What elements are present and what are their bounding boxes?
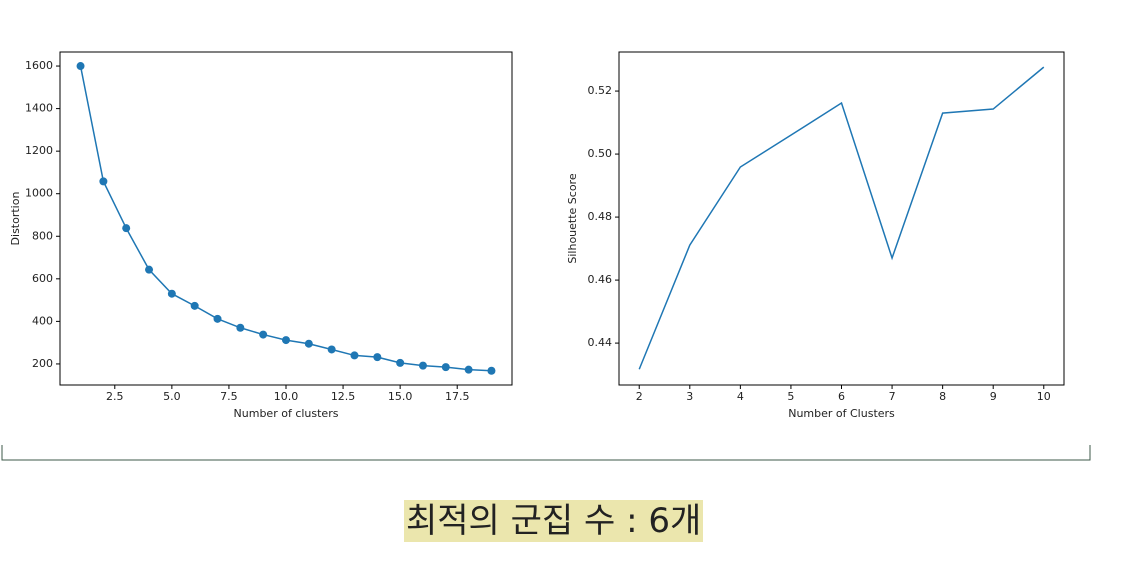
y-tick-label: 0.48 [588, 210, 613, 223]
data-point [464, 365, 473, 374]
data-point [350, 351, 359, 360]
data-point [213, 314, 222, 323]
data-point [418, 361, 427, 370]
y-tick-label: 0.44 [588, 336, 613, 349]
x-tick-label: 12.5 [331, 390, 356, 403]
x-tick-label: 2.5 [106, 390, 124, 403]
y-tick-label: 0.50 [588, 147, 613, 160]
data-point [76, 62, 85, 71]
x-tick-label: 7.5 [220, 390, 238, 403]
y-tick-label: 0.46 [588, 273, 613, 286]
y-tick-label: 200 [32, 357, 53, 370]
x-tick-label: 10.0 [274, 390, 299, 403]
data-point [441, 363, 450, 372]
y-tick-label: 1000 [25, 187, 53, 200]
x-tick-label: 4 [737, 390, 744, 403]
data-point [236, 323, 245, 332]
x-tick-label: 10 [1037, 390, 1051, 403]
y-axis-label: Silhouette Score [566, 173, 579, 263]
x-tick-label: 9 [990, 390, 997, 403]
x-tick-label: 17.5 [445, 390, 470, 403]
x-axis-label: Number of clusters [234, 407, 339, 420]
data-point [99, 177, 108, 186]
data-point [282, 336, 290, 345]
x-tick-label: 2 [636, 390, 643, 403]
data-point [259, 330, 268, 339]
data-line [79, 65, 492, 372]
data-line [638, 66, 1045, 370]
data-point [487, 366, 496, 375]
data-point [122, 224, 131, 233]
x-tick-label: 8 [939, 390, 946, 403]
data-point [373, 353, 382, 362]
data-point [327, 345, 336, 354]
y-axis-label: Distortion [9, 192, 22, 246]
figure: 2.5 5.0 7.5 10.0 12.5 15.0 17.5200400600800100… [1, 51, 1091, 461]
x-tick-label: 15.0 [388, 390, 413, 403]
x-tick-label: 6 [838, 390, 845, 403]
bracket [1, 445, 1091, 461]
x-tick-label: 5 [787, 390, 794, 403]
data-point [396, 358, 405, 367]
plot-frame [618, 51, 1065, 386]
data-point [167, 289, 176, 298]
data-point [304, 339, 313, 348]
y-tick-label: 600 [32, 272, 53, 285]
x-tick-label: 3 [686, 390, 693, 403]
y-tick-label: 0.52 [588, 84, 613, 97]
data-point [145, 265, 154, 274]
data-point [190, 301, 199, 310]
x-tick-label: 5.0 [163, 390, 181, 403]
y-tick-label: 400 [32, 314, 53, 327]
y-tick-label: 1400 [25, 102, 53, 115]
caption: 최적의 군집 수 : 6개 [404, 500, 704, 542]
x-axis-label: Number of Clusters [788, 407, 895, 420]
y-tick-label: 800 [32, 229, 53, 242]
x-tick-label: 7 [889, 390, 896, 403]
y-tick-label: 1600 [25, 59, 53, 72]
plot-frame [59, 51, 513, 386]
y-tick-label: 1200 [25, 144, 53, 157]
